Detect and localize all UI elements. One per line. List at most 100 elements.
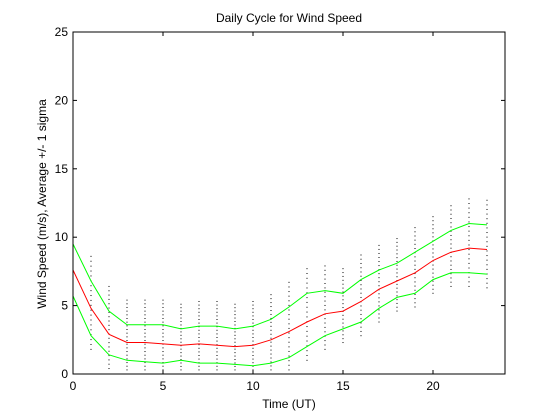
y-tick-label: 10 <box>55 230 69 244</box>
observation-point <box>432 224 434 226</box>
observation-point <box>90 324 92 326</box>
observation-point <box>180 341 182 343</box>
observation-point <box>396 299 398 301</box>
observation-point <box>288 327 290 329</box>
observation-point <box>414 298 416 300</box>
observation-point <box>270 337 272 339</box>
observation-point <box>126 347 128 349</box>
observation-point <box>324 278 326 280</box>
observation-point <box>252 304 254 306</box>
observation-point <box>126 310 128 312</box>
observation-point <box>306 282 308 284</box>
observation-point <box>270 365 272 367</box>
x-tick-label: 15 <box>336 379 350 393</box>
observation-point <box>486 227 488 229</box>
observation-point <box>378 305 380 307</box>
observation-point <box>234 321 236 323</box>
observation-point <box>126 325 128 327</box>
observation-point <box>216 344 218 346</box>
observation-point <box>162 321 164 323</box>
observation-point <box>378 257 380 259</box>
observation-point <box>342 303 344 305</box>
observation-point <box>378 317 380 319</box>
observation-point <box>306 345 308 347</box>
observation-point <box>108 294 110 296</box>
observation-point <box>432 248 434 250</box>
observation-point <box>432 220 434 222</box>
observation-point <box>198 351 200 353</box>
observation-point <box>324 304 326 306</box>
observation-point <box>414 268 416 270</box>
observation-point <box>432 292 434 294</box>
observation-point <box>378 277 380 279</box>
series-line-minus-one-sigma <box>72 272 488 367</box>
observation-point <box>288 291 290 293</box>
observation-point <box>450 213 452 215</box>
observation-point <box>162 310 164 312</box>
observation-point <box>144 321 146 323</box>
observation-point <box>252 315 254 317</box>
observation-point <box>396 253 398 255</box>
observation-point <box>216 311 218 313</box>
observation-point <box>108 290 110 292</box>
observation-point <box>486 278 488 280</box>
observation-point <box>450 222 452 224</box>
observation-point <box>234 338 236 340</box>
observation-point <box>378 309 380 311</box>
ticks-group: 0 5 10 15 20 0 5 10 15 20 25 <box>55 25 505 393</box>
observation-point <box>144 325 146 327</box>
observation-point <box>252 347 254 349</box>
observation-point <box>234 334 236 336</box>
observation-point <box>306 326 308 328</box>
observation-point <box>342 318 344 320</box>
observation-point <box>360 288 362 290</box>
observation-point <box>198 336 200 338</box>
observation-point <box>450 285 452 287</box>
observation-point <box>108 337 110 339</box>
observation-point <box>468 244 470 246</box>
observation-point <box>252 362 254 364</box>
x-tick-label: 10 <box>246 379 260 393</box>
observation-point <box>378 285 380 287</box>
observation-point <box>360 284 362 286</box>
observation-point <box>396 287 398 289</box>
observation-point <box>234 303 236 305</box>
observation-point <box>396 291 398 293</box>
observation-point <box>396 245 398 247</box>
observation-point <box>468 216 470 218</box>
observation-point <box>198 326 200 328</box>
observation-point <box>162 306 164 308</box>
observation-point <box>360 305 362 307</box>
observation-point <box>216 369 218 371</box>
observation-point <box>234 345 236 347</box>
observation-point <box>234 317 236 319</box>
observation-point <box>108 363 110 365</box>
observation-point <box>378 273 380 275</box>
observation-point <box>450 256 452 258</box>
observation-point <box>414 281 416 283</box>
observation-point <box>378 293 380 295</box>
observation-point <box>306 340 308 342</box>
observation-point <box>216 358 218 360</box>
observation-point <box>396 238 398 240</box>
observation-point <box>180 348 182 350</box>
observation-point <box>360 335 362 337</box>
observation-point <box>342 330 344 332</box>
observation-point <box>486 287 488 289</box>
observation-point <box>108 324 110 326</box>
observation-point <box>486 208 488 210</box>
observation-point <box>360 309 362 311</box>
observation-point <box>432 232 434 234</box>
observation-point <box>468 253 470 255</box>
observation-point <box>198 358 200 360</box>
observation-point <box>270 321 272 323</box>
observation-point <box>288 332 290 334</box>
observation-point <box>144 340 146 342</box>
observation-point <box>144 362 146 364</box>
observation-point <box>468 285 470 287</box>
observation-point <box>126 362 128 364</box>
observation-point <box>432 228 434 230</box>
observation-point <box>216 326 218 328</box>
observation-point <box>90 275 92 277</box>
observation-point <box>450 247 452 249</box>
